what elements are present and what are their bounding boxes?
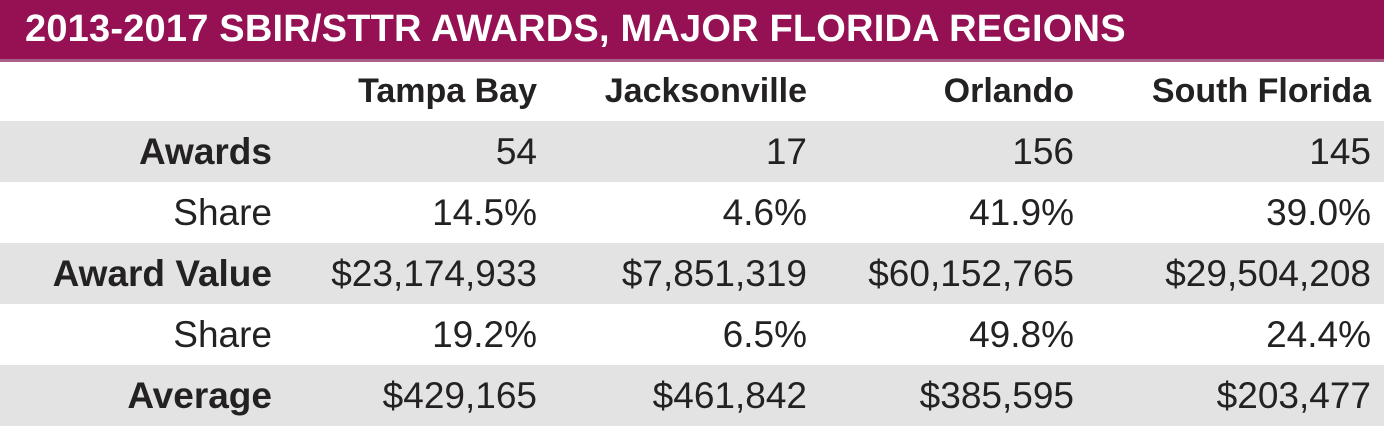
cell-award-value-orlando: $60,152,765 [820, 243, 1087, 304]
cell-award-value-south-florida: $29,504,208 [1087, 243, 1384, 304]
column-header-jacksonville: Jacksonville [550, 62, 820, 121]
cell-awards-jacksonville: 17 [550, 121, 820, 182]
row-label-awards: Awards [0, 121, 285, 182]
cell-value-share-orlando: 49.8% [969, 313, 1074, 355]
awards-table: Tampa Bay Jacksonville Orlando South Flo… [0, 62, 1384, 426]
title-banner: 2013-2017 SBIR/STTR AWARDS, MAJOR FLORID… [0, 0, 1384, 62]
cell-awards-orlando: 156 [820, 121, 1087, 182]
cell-average-south-florida: $203,477 [1087, 365, 1384, 426]
table-row-awards-share: Share 14.5% 4.6% 41.9% 39.0% [0, 182, 1384, 243]
cell-awards-tampa-bay: 54 [285, 121, 550, 182]
cell-average-orlando: $385,595 [820, 365, 1087, 426]
row-label-value-share: Share [173, 313, 272, 355]
table-row-value-share: Share 19.2% 6.5% 49.8% 24.4% [0, 304, 1384, 365]
cell-awards-share-jacksonville: 4.6% [722, 191, 807, 233]
cell-value-share-south-florida: 24.4% [1266, 313, 1371, 355]
table-row-award-value: Award Value $23,174,933 $7,851,319 $60,1… [0, 243, 1384, 304]
header-row: Tampa Bay Jacksonville Orlando South Flo… [0, 62, 1384, 121]
cell-average-tampa-bay: $429,165 [285, 365, 550, 426]
column-header-tampa-bay: Tampa Bay [285, 62, 550, 121]
cell-value-share-jacksonville: 6.5% [722, 313, 807, 355]
corner-cell [0, 62, 285, 121]
cell-awards-share-south-florida: 39.0% [1266, 191, 1371, 233]
row-label-average: Average [0, 365, 285, 426]
row-label-awards-share: Share [173, 191, 272, 233]
cell-awards-south-florida: 145 [1087, 121, 1384, 182]
cell-awards-share-orlando: 41.9% [969, 191, 1074, 233]
column-header-orlando: Orlando [820, 62, 1087, 121]
cell-value-share-tampa-bay: 19.2% [432, 313, 537, 355]
cell-average-jacksonville: $461,842 [550, 365, 820, 426]
column-header-south-florida: South Florida [1087, 62, 1384, 121]
table-row-awards: Awards 54 17 156 145 [0, 121, 1384, 182]
cell-awards-share-tampa-bay: 14.5% [432, 191, 537, 233]
cell-award-value-tampa-bay: $23,174,933 [285, 243, 550, 304]
row-label-award-value: Award Value [0, 243, 285, 304]
page-title: 2013-2017 SBIR/STTR AWARDS, MAJOR FLORID… [25, 8, 1126, 50]
cell-award-value-jacksonville: $7,851,319 [550, 243, 820, 304]
table-row-average: Average $429,165 $461,842 $385,595 $203,… [0, 365, 1384, 426]
